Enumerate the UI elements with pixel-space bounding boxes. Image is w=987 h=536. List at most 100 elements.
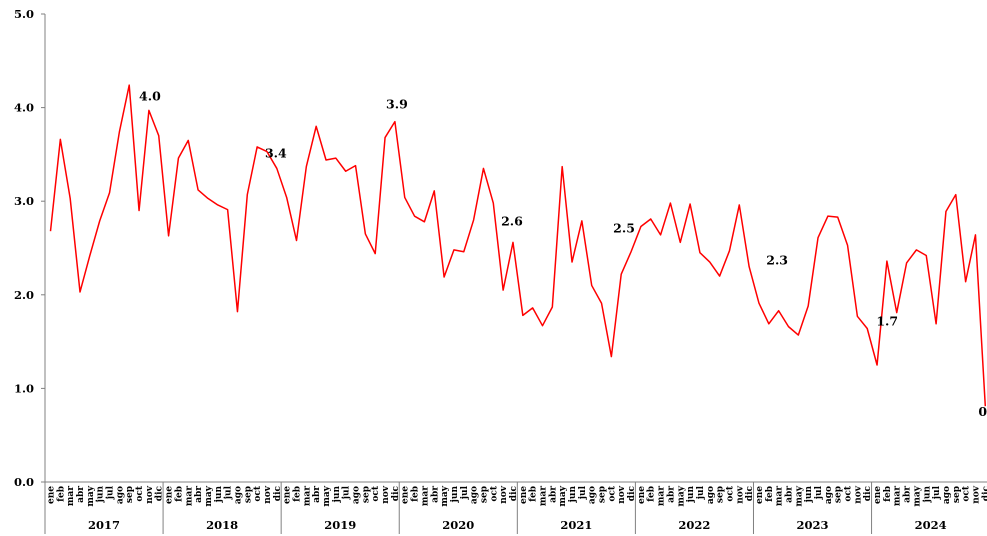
month-tick-labels: ene feb mar abr may jun jul ago sep oct nov dic ene f… xyxy=(47,485,987,506)
month-tick-label: jun xyxy=(686,486,696,504)
month-tick-label: jul xyxy=(342,485,352,500)
month-tick-label: ene xyxy=(283,486,293,504)
year-tick-label: 2018 xyxy=(206,518,238,532)
month-tick-label: mar xyxy=(184,486,194,506)
y-axis-ticks: 0.0 1.0 2.0 3.0 4.0 5.0 xyxy=(14,7,45,489)
month-tick-label: feb xyxy=(647,486,657,502)
data-label: 3.4 xyxy=(265,145,287,160)
month-tick-label: ago xyxy=(942,486,952,504)
month-tick-label: mar xyxy=(893,486,903,506)
month-tick-label: may xyxy=(794,485,804,506)
month-tick-label: feb xyxy=(56,486,66,502)
month-tick-label: nov xyxy=(145,485,155,504)
month-tick-label: jun xyxy=(214,486,224,504)
year-tick-label: 2022 xyxy=(678,518,710,532)
month-tick-label: nov xyxy=(617,485,627,504)
month-tick-label: jun xyxy=(922,486,932,504)
month-tick-label: ene xyxy=(165,486,175,504)
month-tick-label: ago xyxy=(233,486,243,504)
month-tick-label: oct xyxy=(844,485,854,501)
month-tick-label: nov xyxy=(971,485,981,504)
month-tick-label: may xyxy=(204,485,214,506)
month-tick-label: ene xyxy=(637,486,647,504)
month-tick-label: abr xyxy=(430,486,440,503)
month-tick-label: feb xyxy=(293,486,303,502)
month-tick-label: sep xyxy=(834,486,844,503)
y-tick-label: 1.0 xyxy=(14,381,34,395)
month-tick-label: sep xyxy=(361,486,371,503)
year-tick-label: 2017 xyxy=(88,518,120,532)
data-label: 2.6 xyxy=(501,213,523,228)
year-tick-label: 2021 xyxy=(560,518,592,532)
data-label: 0.8 xyxy=(978,404,987,419)
month-tick-label: feb xyxy=(174,486,184,502)
month-tick-label: oct xyxy=(135,485,145,501)
data-label: 1.7 xyxy=(876,313,898,328)
data-label: 2.5 xyxy=(613,221,635,236)
month-tick-label: abr xyxy=(194,486,204,503)
year-tick-label: 2020 xyxy=(442,518,474,532)
month-tick-label: dic xyxy=(509,485,519,501)
month-tick-label: ago xyxy=(470,486,480,504)
year-tick-labels: 2017 2018 2019 2020 2021 2022 2023 2024 xyxy=(88,518,947,532)
month-tick-label: abr xyxy=(903,486,913,503)
month-tick-label: may xyxy=(86,485,96,506)
month-tick-label: oct xyxy=(962,485,972,501)
month-tick-label: may xyxy=(558,485,568,506)
month-tick-label: jun xyxy=(450,486,460,504)
month-tick-label: jun xyxy=(804,486,814,504)
month-tick-label: nov xyxy=(499,485,509,504)
x-axis-ticks xyxy=(44,482,873,534)
month-tick-label: ago xyxy=(115,486,125,504)
month-tick-label: nov xyxy=(853,485,863,504)
month-tick-label: mar xyxy=(302,486,312,506)
month-tick-label: may xyxy=(912,485,922,506)
month-tick-label: dic xyxy=(155,485,165,501)
month-tick-label: oct xyxy=(489,485,499,501)
month-tick-label: dic xyxy=(391,485,401,501)
month-tick-label: dic xyxy=(745,485,755,501)
y-tick-label: 5.0 xyxy=(14,7,34,21)
month-tick-label: sep xyxy=(479,486,489,503)
month-tick-label: jul xyxy=(106,485,116,500)
series-line xyxy=(49,84,987,407)
month-tick-label: oct xyxy=(371,485,381,501)
y-tick-label: 2.0 xyxy=(14,288,34,302)
data-label: 3.9 xyxy=(386,97,408,112)
month-tick-label: feb xyxy=(411,486,421,502)
month-tick-label: ago xyxy=(588,486,598,504)
month-tick-label: feb xyxy=(883,486,893,502)
month-tick-label: nov xyxy=(735,485,745,504)
month-tick-label: sep xyxy=(243,486,253,503)
month-tick-label: mar xyxy=(657,486,667,506)
month-tick-label: nov xyxy=(263,485,273,504)
month-tick-label: jul xyxy=(696,485,706,500)
month-tick-label: sep xyxy=(716,486,726,503)
month-tick-label: abr xyxy=(548,486,558,503)
month-tick-label: abr xyxy=(312,486,322,503)
month-tick-label: abr xyxy=(76,486,86,503)
year-tick-label: 2024 xyxy=(915,518,947,532)
month-tick-label: ago xyxy=(352,486,362,504)
month-tick-label: jul xyxy=(460,485,470,500)
month-tick-label: ene xyxy=(47,486,57,504)
month-tick-label: mar xyxy=(775,486,785,506)
month-tick-label: oct xyxy=(607,485,617,501)
month-tick-label: dic xyxy=(273,485,283,501)
month-tick-label: may xyxy=(440,485,450,506)
y-tick-label: 3.0 xyxy=(14,194,34,208)
month-tick-label: ene xyxy=(401,486,411,504)
year-tick-label: 2019 xyxy=(324,518,356,532)
y-tick-label: 4.0 xyxy=(14,101,34,115)
month-tick-label: ene xyxy=(519,486,529,504)
month-tick-label: mar xyxy=(420,486,430,506)
month-tick-label: feb xyxy=(765,486,775,502)
month-tick-label: jul xyxy=(578,485,588,500)
month-tick-label: jul xyxy=(224,485,234,500)
month-tick-label: abr xyxy=(666,486,676,503)
month-tick-label: sep xyxy=(125,486,135,503)
month-tick-label: sep xyxy=(598,486,608,503)
month-tick-label: ago xyxy=(706,486,716,504)
month-tick-label: jun xyxy=(96,486,106,504)
